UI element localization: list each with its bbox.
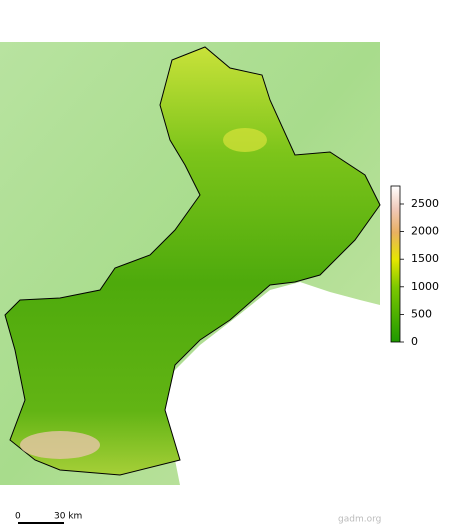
color-ramp — [390, 185, 401, 343]
scale-bar: 0 30 km — [15, 512, 82, 524]
credit: gadm.org — [338, 515, 381, 525]
sea — [165, 282, 380, 485]
scale-start: 0 — [15, 512, 21, 522]
region — [4, 46, 381, 476]
scale-end: 30 km — [54, 512, 82, 522]
legend-tick-label: 500 — [411, 307, 432, 320]
map — [0, 42, 381, 485]
legend-tick-label: 2000 — [411, 225, 439, 238]
highland — [223, 128, 267, 152]
legend-tick-label: 2500 — [411, 197, 439, 210]
legend: 0 500 1000 1500 2000 2500 — [390, 185, 439, 348]
legend-tick-label: 0 — [411, 335, 418, 348]
legend-tick-label: 1000 — [411, 280, 439, 293]
legend-tick-label: 1500 — [411, 252, 439, 265]
highland — [20, 431, 100, 459]
